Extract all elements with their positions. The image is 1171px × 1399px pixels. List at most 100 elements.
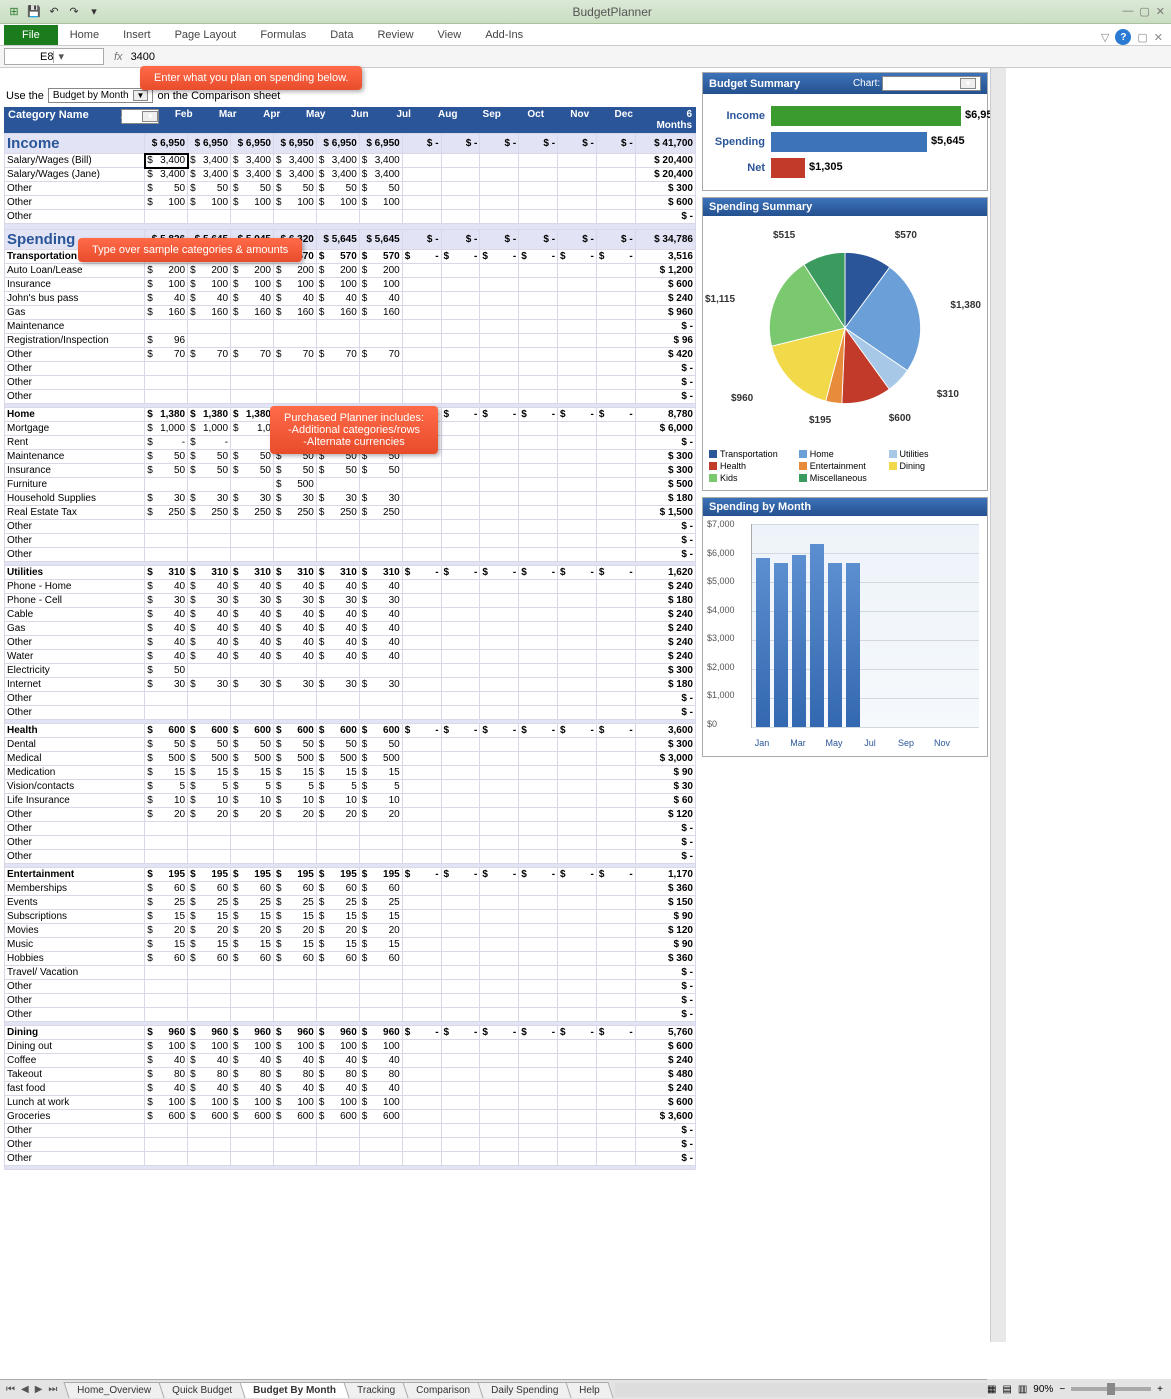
y-axis-label: $1,000 bbox=[707, 690, 735, 700]
month-header: Sep bbox=[470, 107, 514, 133]
month-bar bbox=[774, 563, 788, 727]
titlebar: ⊞ 💾 ↶ ↷ ▾ BudgetPlanner — ▢ ✕ bbox=[0, 0, 1171, 24]
legend-item: Dining bbox=[889, 461, 979, 471]
spending-summary-panel: Spending Summary $515 $570 $1,380 $310 $… bbox=[702, 197, 988, 491]
view-layout-icon[interactable]: ▤ bbox=[1002, 1384, 1011, 1395]
ribbon-tab-add-ins[interactable]: Add-Ins bbox=[473, 25, 535, 45]
x-axis-label: Mar bbox=[790, 738, 806, 748]
name-box[interactable]: E8▾ bbox=[4, 48, 104, 65]
legend-item: Utilities bbox=[889, 449, 979, 459]
tab-last-icon[interactable]: ⏭ bbox=[46, 1384, 59, 1395]
zoom-level: 90% bbox=[1033, 1384, 1053, 1395]
sheet-tab[interactable]: Help bbox=[566, 1382, 614, 1398]
formula-input[interactable] bbox=[129, 49, 1171, 65]
x-axis-label: Jan bbox=[755, 738, 770, 748]
sheet-tab[interactable]: Comparison bbox=[403, 1382, 484, 1398]
window-controls: — ▢ ✕ bbox=[1122, 5, 1165, 18]
zoom-slider[interactable] bbox=[1071, 1387, 1151, 1391]
month-header: Apr bbox=[250, 107, 294, 133]
x-axis-label: Nov bbox=[934, 738, 950, 748]
ribbon-tab-insert[interactable]: Insert bbox=[111, 25, 163, 45]
file-tab[interactable]: File bbox=[4, 25, 58, 45]
qat-dropdown-icon[interactable]: ▾ bbox=[86, 4, 102, 20]
minimize-icon[interactable]: — bbox=[1122, 5, 1133, 18]
maximize-icon[interactable]: ▢ bbox=[1139, 5, 1149, 18]
zoom-out-icon[interactable]: − bbox=[1059, 1384, 1065, 1395]
help-icon[interactable]: ? bbox=[1115, 29, 1131, 45]
zoom-in-icon[interactable]: + bbox=[1157, 1384, 1163, 1395]
y-axis-label: $7,000 bbox=[707, 519, 735, 529]
month-header: Oct bbox=[514, 107, 558, 133]
tab-prev-icon[interactable]: ◀ bbox=[19, 1384, 31, 1395]
month-header: Nov bbox=[558, 107, 602, 133]
ribbon-tab-view[interactable]: View bbox=[426, 25, 474, 45]
pie-chart: $515 $570 $1,380 $310 $600 $195 $960 $1,… bbox=[703, 216, 987, 446]
undo-icon[interactable]: ↶ bbox=[46, 4, 62, 20]
sheet-tab[interactable]: Tracking bbox=[344, 1382, 409, 1398]
ribbon-tabs: File HomeInsertPage LayoutFormulasDataRe… bbox=[0, 24, 1171, 46]
month-bar-chart: $0$1,000$2,000$3,000$4,000$5,000$6,000$7… bbox=[703, 516, 987, 756]
legend-item: Kids bbox=[709, 473, 799, 483]
use-the-post: on the Comparison sheet bbox=[157, 90, 280, 102]
sheet-tab[interactable]: Home_Overview bbox=[64, 1382, 165, 1398]
window-title: BudgetPlanner bbox=[102, 5, 1122, 19]
y-axis-label: $5,000 bbox=[707, 576, 735, 586]
legend-item: Entertainment bbox=[799, 461, 889, 471]
legend-item: Home bbox=[799, 449, 889, 459]
summary-bar: Net$1,305 bbox=[709, 158, 981, 178]
sheet-tab[interactable]: Quick Budget bbox=[159, 1382, 246, 1398]
legend-item: Health bbox=[709, 461, 799, 471]
sheet-tab[interactable]: Daily Spending bbox=[477, 1382, 571, 1398]
header-category: Category Name bbox=[4, 107, 118, 133]
month-header: Dec bbox=[602, 107, 646, 133]
month-header[interactable]: Jan▼ bbox=[118, 107, 162, 133]
ribbon-tab-formulas[interactable]: Formulas bbox=[248, 25, 318, 45]
month-bar bbox=[828, 563, 842, 727]
callout-top: Enter what you plan on spending below. bbox=[140, 66, 362, 90]
tab-next-icon[interactable]: ▶ bbox=[33, 1384, 45, 1395]
month-header: Jun bbox=[338, 107, 382, 133]
view-break-icon[interactable]: ▥ bbox=[1018, 1384, 1027, 1395]
fx-icon[interactable]: fx bbox=[114, 51, 123, 63]
excel-icon[interactable]: ⊞ bbox=[6, 4, 22, 20]
vertical-scrollbar[interactable] bbox=[990, 68, 1006, 1342]
month-header: Mar bbox=[206, 107, 250, 133]
ribbon-minimize-icon[interactable]: ▽ bbox=[1101, 31, 1109, 44]
month-header: Aug bbox=[426, 107, 470, 133]
budget-grid[interactable]: Income$ 6,950$ 6,950$ 6,950$ 6,950$ 6,95… bbox=[4, 133, 696, 1170]
ribbon-tab-review[interactable]: Review bbox=[365, 25, 425, 45]
header-total: 6 Months bbox=[646, 107, 696, 133]
ribbon-close-icon[interactable]: ✕ bbox=[1154, 31, 1163, 44]
month-header: May bbox=[294, 107, 338, 133]
quick-access-toolbar: ⊞ 💾 ↶ ↷ ▾ bbox=[6, 4, 102, 20]
y-axis-label: $2,000 bbox=[707, 662, 735, 672]
budget-summary-panel: Budget Summary Chart: Current Month▼ Inc… bbox=[702, 72, 988, 191]
x-axis-label: Sep bbox=[898, 738, 914, 748]
tab-nav[interactable]: ⏮ ◀ ▶ ⏭ bbox=[0, 1384, 63, 1395]
x-axis-label: Jul bbox=[864, 738, 876, 748]
ribbon-tab-home[interactable]: Home bbox=[58, 25, 111, 45]
legend-item: Miscellaneous bbox=[799, 473, 889, 483]
x-axis-label: May bbox=[825, 738, 842, 748]
y-axis-label: $6,000 bbox=[707, 548, 735, 558]
ribbon-tab-data[interactable]: Data bbox=[318, 25, 365, 45]
y-axis-label: $4,000 bbox=[707, 605, 735, 615]
save-icon[interactable]: 💾 bbox=[26, 4, 42, 20]
month-bar bbox=[756, 558, 770, 727]
view-normal-icon[interactable]: ▦ bbox=[987, 1384, 996, 1395]
sheet-tab[interactable]: Budget By Month bbox=[240, 1382, 350, 1398]
summary-bar: Spending$5,645 bbox=[709, 132, 981, 152]
pie-legend: TransportationHomeUtilitiesHealthEnterta… bbox=[703, 446, 987, 490]
close-icon[interactable]: ✕ bbox=[1156, 5, 1165, 18]
chart-label: Chart: bbox=[853, 78, 880, 89]
redo-icon[interactable]: ↷ bbox=[66, 4, 82, 20]
status-bar: ▦ ▤ ▥ 90% − + bbox=[987, 1379, 1171, 1399]
tab-first-icon[interactable]: ⏮ bbox=[4, 1384, 17, 1395]
sheet-selector[interactable]: Budget by Month▼ bbox=[48, 88, 154, 103]
ribbon-restore-icon[interactable]: ▢ bbox=[1137, 31, 1147, 44]
y-axis-label: $3,000 bbox=[707, 633, 735, 643]
sheet-tab-bar: ⏮ ◀ ▶ ⏭ Home_OverviewQuick BudgetBudget … bbox=[0, 1379, 1171, 1399]
callout-mid: Type over sample categories & amounts bbox=[78, 238, 302, 262]
ribbon-tab-page-layout[interactable]: Page Layout bbox=[163, 25, 249, 45]
chart-selector[interactable]: Current Month▼ bbox=[882, 76, 981, 91]
